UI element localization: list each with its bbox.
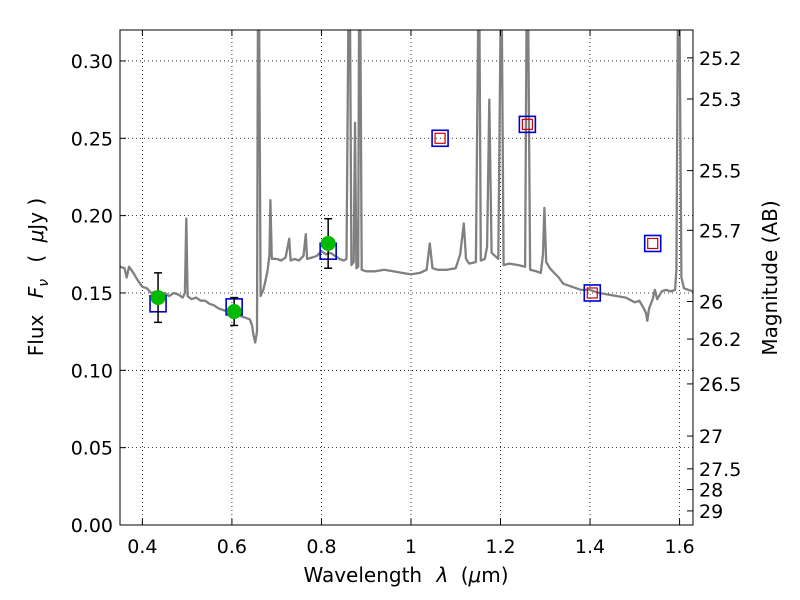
x-tick-label: 0.8 <box>306 536 336 558</box>
y2-tick-label: 25.7 <box>699 220 741 242</box>
y2-tick-label: 25.2 <box>699 48 741 70</box>
y-tick-label: 0.05 <box>71 438 113 460</box>
y-tick-label: 0.00 <box>71 515 113 537</box>
axes: 0.4 0.6 0.8 1 1.2 1.4 1.6 0.00 0.05 0.10 0.15 0.20 0… <box>71 30 741 558</box>
observed-point <box>226 304 242 320</box>
y2-tick-label: 28 <box>699 480 723 502</box>
model-photometry-point <box>643 234 662 253</box>
y2-axis-title: Magnitude (AB) <box>758 200 782 355</box>
y-tick-label: 0.25 <box>71 128 113 150</box>
x-axis-title: Wavelength λ (μm) <box>303 563 508 587</box>
upper-limit-point <box>586 287 598 299</box>
y2-tick-label: 25.3 <box>699 89 741 111</box>
model-photometry-point <box>431 129 449 148</box>
upper-limit-point <box>434 132 446 144</box>
y-tick-label: 0.30 <box>71 51 113 73</box>
upper-limit-point <box>647 237 659 250</box>
data-layer <box>120 30 693 344</box>
x-tick-label: 1 <box>405 536 417 558</box>
y2-tick-label: 29 <box>699 501 723 523</box>
plot-frame <box>119 29 694 526</box>
x-tick-label: 0.4 <box>127 536 157 558</box>
y2-tick-label: 26 <box>699 291 723 313</box>
model-photometry-point <box>583 284 602 302</box>
y-tick-label: 0.20 <box>71 206 113 228</box>
grid-lines <box>120 30 693 526</box>
y-tick-label: 0.15 <box>71 283 113 305</box>
y2-tick-label: 26.2 <box>699 329 741 351</box>
x-tick-label: 1.2 <box>485 536 515 558</box>
y-tick-label: 0.10 <box>71 360 113 382</box>
x-tick-label: 1.4 <box>575 536 605 558</box>
y2-tick-label: 26.5 <box>699 374 741 396</box>
y2-tick-label: 27 <box>699 426 723 448</box>
y-axis-title: Flux Fν ( μJy ) <box>24 198 53 356</box>
y2-tick-label: 27.5 <box>699 459 741 481</box>
observed-point <box>150 290 166 306</box>
observed-point <box>320 235 336 251</box>
spectrum-line <box>120 30 693 344</box>
upper-limit-point <box>521 118 533 130</box>
x-tick-label: 1.6 <box>664 536 694 558</box>
y2-tick-label: 25.5 <box>699 161 741 183</box>
x-tick-label: 0.6 <box>217 536 247 558</box>
model-photometry-point <box>518 115 537 134</box>
